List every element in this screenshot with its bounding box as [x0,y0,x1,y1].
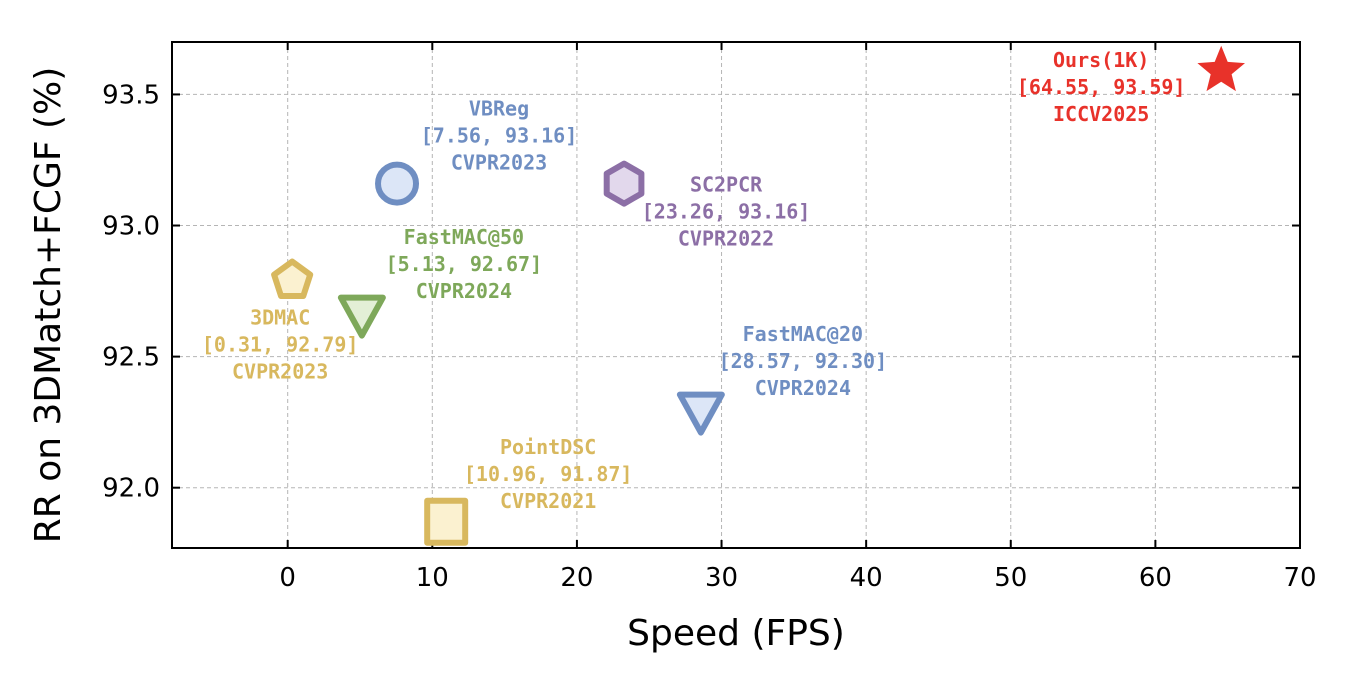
point-3dmac-label-line: 3DMAC [250,306,310,330]
y-tick-label: 92.0 [102,474,160,504]
x-tick-label: 70 [1283,563,1316,593]
point-pointdsc-marker [424,497,469,546]
point-sc2pcr-marker [603,160,645,207]
y-axis-title: RR on 3DMatch+FCGF (%) [28,67,69,544]
x-tick-label: 40 [850,563,883,593]
y-tick-label: 93.5 [102,80,160,110]
axes: 0 10 20 30 40 50 60 70 92.0 92.5 93.0 93.5 [102,41,1317,593]
point-fastmac20-label-line: FastMAC@20 [743,322,863,346]
point-ours-label-line: [64.55, 93.59] [1017,75,1186,99]
plot-frame [171,41,1301,549]
x-tick-label: 10 [416,563,449,593]
point-pointdsc-label-line: CVPR2021 [500,489,596,513]
point-3dmac-marker [271,258,314,299]
point-vbreg-label-line: [7.56, 93.16] [421,124,578,148]
point-vbreg-label-line: CVPR2023 [451,151,547,175]
point-fastmac50-label-line: FastMAC@50 [404,225,524,249]
point-vbreg-label-line: VBReg [469,97,529,121]
x-axis-title: Speed (FPS) [627,613,845,654]
data-labels: VBReg [7.56, 93.16] CVPR2023 SC2PCR [23.26, … [202,48,1186,513]
x-tick-label: 20 [560,563,593,593]
point-sc2pcr-label-line: SC2PCR [690,173,763,197]
point-ours-marker [1197,45,1245,92]
point-ours-label-line: Ours(1K) [1053,48,1149,72]
point-pointdsc-label-line: [10.96, 91.87] [464,462,633,486]
point-3dmac-label-line: [0.31, 92.79] [202,333,359,357]
grid [172,42,1300,548]
point-vbreg-marker [375,161,420,206]
point-fastmac20-marker [676,391,725,436]
point-fastmac50-label-line: [5.13, 92.67] [386,252,543,276]
point-pointdsc-label-line: PointDSC [500,435,596,459]
point-fastmac20-label-line: [28.57, 92.30] [719,349,888,373]
point-ours-label-line: ICCV2025 [1053,102,1149,126]
point-3dmac-label-line: CVPR2023 [232,360,328,384]
x-tick-label: 0 [279,563,296,593]
point-fastmac50-label-line: CVPR2024 [416,279,512,303]
point-fastmac20-label-line: CVPR2024 [755,376,851,400]
data-points [271,45,1245,546]
y-tick-label: 93.0 [102,212,160,242]
x-tick-label: 60 [1139,563,1172,593]
point-fastmac50-marker [337,294,386,339]
point-sc2pcr-label-line: CVPR2022 [678,227,774,251]
y-tick-label: 92.5 [102,343,160,373]
x-tick-label: 50 [994,563,1027,593]
point-sc2pcr-label-line: [23.26, 93.16] [642,200,811,224]
x-tick-label: 30 [705,563,738,593]
